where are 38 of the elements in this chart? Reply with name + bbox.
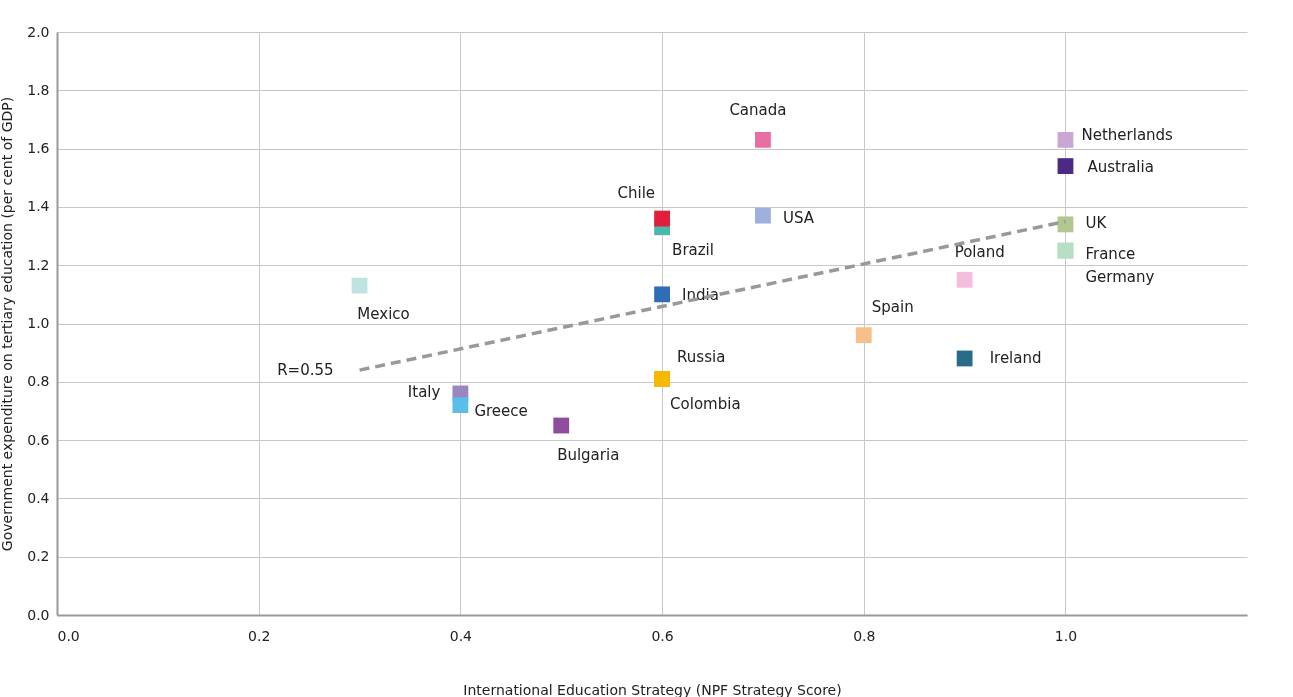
series-label: France [1085, 244, 1136, 263]
series-label: Germany [1085, 267, 1155, 286]
series-label: Mexico [357, 304, 410, 323]
series-label: Greece [474, 402, 528, 421]
x-tick-label: 0.0 [57, 627, 80, 644]
y-tick-label: 1.8 [27, 81, 50, 98]
y-tick-label: 0.2 [27, 548, 50, 565]
series-label: Spain [871, 298, 914, 317]
y-axis-title: Government expenditure on tertiary education (per cent of GDP) [0, 96, 16, 552]
series-label: Ireland [989, 349, 1042, 368]
y-tick-label: 0.4 [27, 489, 50, 506]
series-label: Italy [407, 383, 441, 402]
x-tick-label: 0.2 [248, 627, 271, 644]
y-tick-label: 1.4 [27, 198, 50, 215]
series-label: Russia [677, 347, 726, 366]
x-tick-label: 0.4 [449, 627, 473, 644]
series-label: Bulgaria [557, 445, 620, 464]
series-label: Colombia [670, 394, 741, 413]
x-axis-title: International Education Strategy (NPF Strategy Score) [463, 681, 842, 697]
series-label: UK [1085, 214, 1108, 233]
y-tick-label: 1.2 [27, 256, 50, 273]
x-tick-label: 0.6 [651, 627, 674, 644]
y-tick-label: 0.8 [27, 373, 50, 390]
y-tick-label: 0.6 [27, 431, 50, 448]
y-tick-label: 1.6 [27, 140, 50, 157]
y-tick-label: 0.0 [27, 606, 50, 623]
series-label: USA [782, 208, 815, 227]
series-label: Poland [954, 242, 1005, 261]
annotation: R=0.55 [277, 361, 334, 380]
y-tick-label: 2.0 [27, 23, 50, 40]
series-label: Netherlands [1081, 125, 1174, 144]
x-tick-label: 0.8 [853, 627, 876, 644]
series-label: Brazil [672, 241, 714, 260]
series-label: Australia [1087, 158, 1154, 177]
series-label: Chile [617, 183, 656, 202]
series-label: Canada [729, 100, 787, 119]
y-tick-label: 1.0 [27, 315, 50, 331]
x-tick-label: 1.0 [1054, 627, 1078, 644]
